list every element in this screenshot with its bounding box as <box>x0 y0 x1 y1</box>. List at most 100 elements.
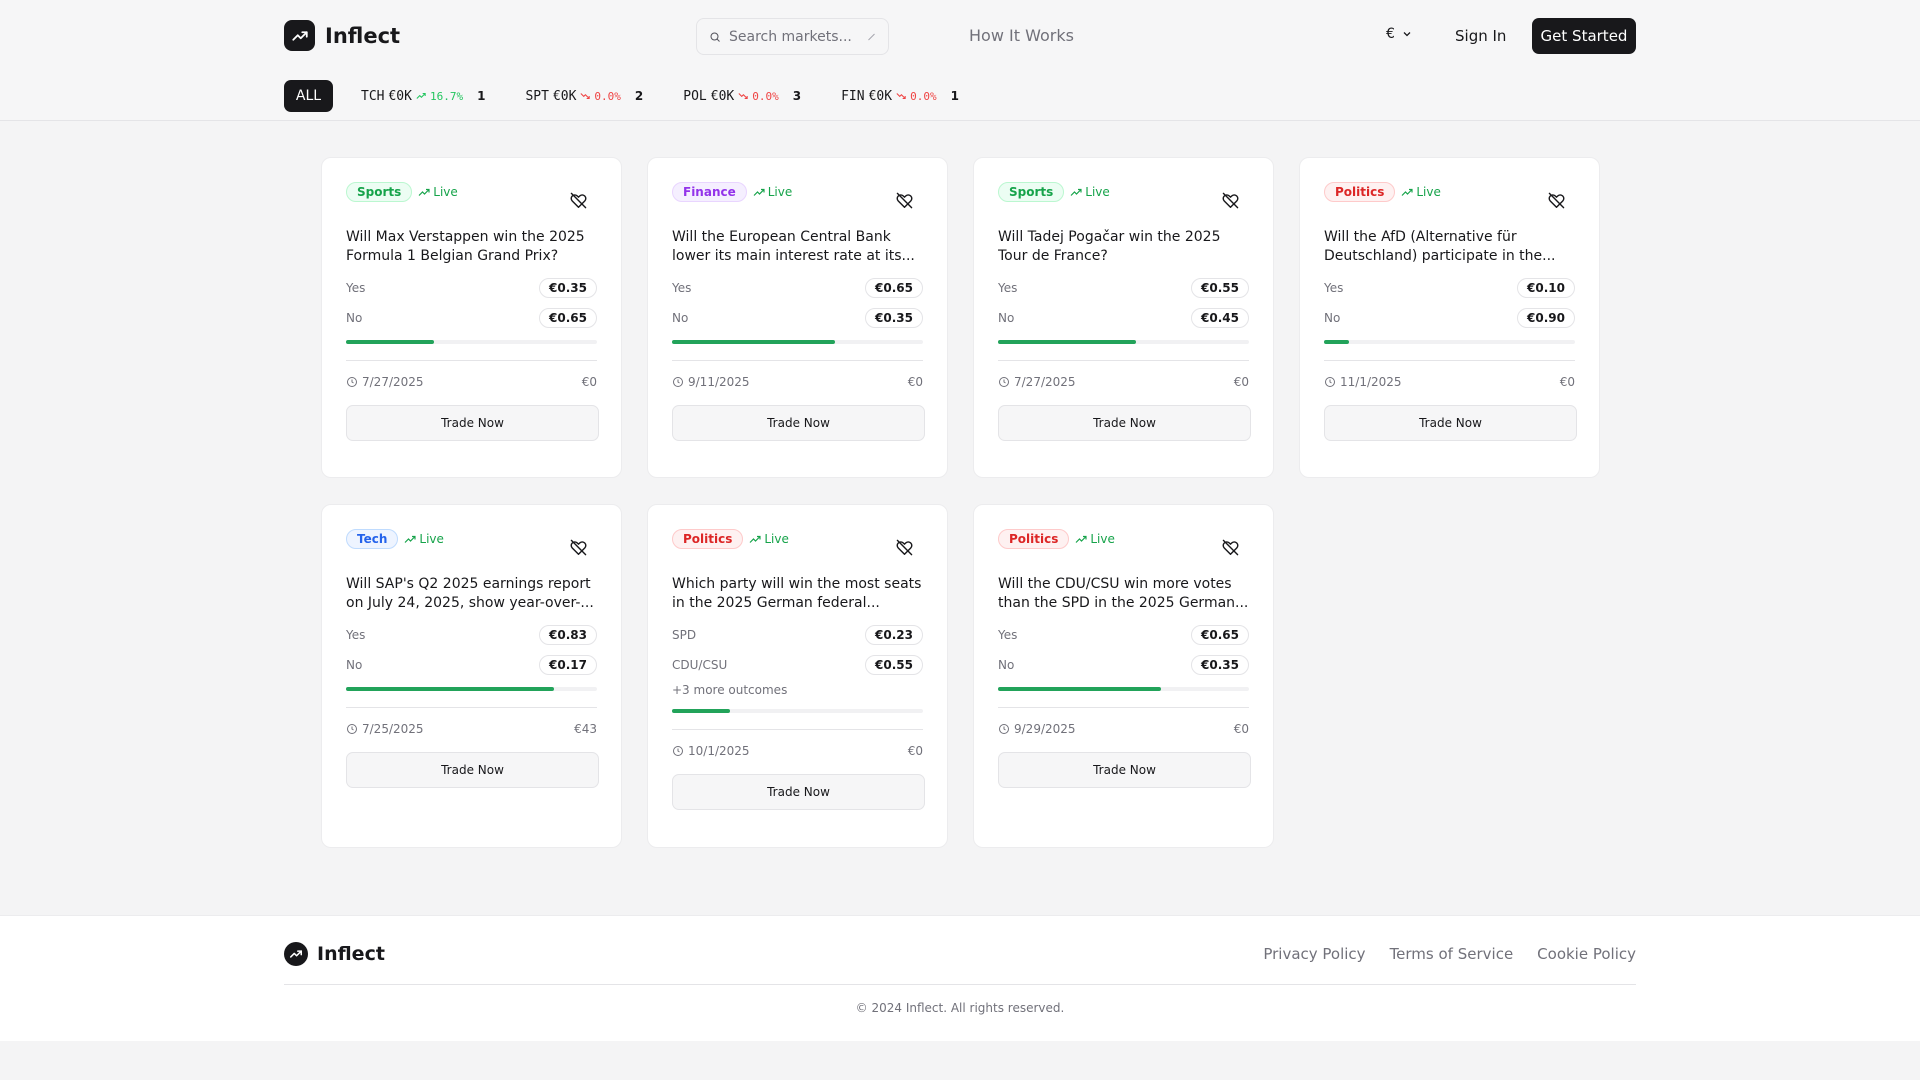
heart-off-icon[interactable] <box>570 192 587 213</box>
heart-off-icon[interactable] <box>896 539 913 560</box>
outcome-row[interactable]: Yes €0.65 <box>672 278 923 298</box>
outcome-row[interactable]: Yes €0.83 <box>346 625 597 645</box>
trade-now-button[interactable]: Trade Now <box>672 405 925 441</box>
ticker-item-pol[interactable]: POL €0K 0.0% 3 <box>683 89 801 104</box>
copyright: © 2024 Inflect. All rights reserved. <box>855 1001 1065 1015</box>
filter-all-chip[interactable]: ALL <box>284 80 333 112</box>
trade-now-button[interactable]: Trade Now <box>346 405 599 441</box>
footer-brand-name: Inflect <box>317 943 385 965</box>
outcome-row[interactable]: Yes €0.55 <box>998 278 1249 298</box>
outcome-price[interactable]: €0.65 <box>865 278 923 298</box>
outcome-row[interactable]: Yes €0.65 <box>998 625 1249 645</box>
outcome-label: No <box>346 658 363 672</box>
market-question[interactable]: Will Tadej Pogačar win the 2025 Tour de F… <box>998 228 1249 266</box>
outcome-row[interactable]: No €0.17 <box>346 655 597 675</box>
outcome-row[interactable]: No €0.90 <box>1324 308 1575 328</box>
brand-logo[interactable]: Inflect <box>284 20 400 51</box>
card-divider <box>1324 360 1575 361</box>
market-card[interactable]: Politics Live Which party will win the mos… <box>647 504 948 848</box>
ticker-item-tch[interactable]: TCH €0K 16.7% 1 <box>361 89 485 104</box>
outcome-row[interactable]: No €0.45 <box>998 308 1249 328</box>
trade-now-button[interactable]: Trade Now <box>998 405 1251 441</box>
question-line: lower its main interest rate at its... <box>672 248 915 264</box>
footer-logo[interactable]: Inflect <box>284 942 385 966</box>
market-question[interactable]: Will SAP's Q2 2025 earnings report on Jul… <box>346 575 597 613</box>
outcome-row[interactable]: No €0.35 <box>998 655 1249 675</box>
outcome-price[interactable]: €0.17 <box>539 655 597 675</box>
heart-off-icon[interactable] <box>570 539 587 560</box>
outcome-price[interactable]: €0.35 <box>865 308 923 328</box>
outcome-price[interactable]: €0.23 <box>865 625 923 645</box>
outcome-row[interactable]: Yes €0.10 <box>1324 278 1575 298</box>
probability-bar-fill <box>998 340 1137 344</box>
card-divider <box>346 707 597 708</box>
ticker-count: 1 <box>477 89 486 103</box>
market-card[interactable]: Sports Live Will Tadej Pogačar win the 202… <box>973 157 1274 478</box>
market-card[interactable]: Finance Live Will the European Central Ban… <box>647 157 948 478</box>
heart-off-icon[interactable] <box>1222 192 1239 213</box>
live-indicator: Live <box>1075 532 1115 546</box>
category-badge: Tech <box>346 529 399 549</box>
heart-off-icon[interactable] <box>1548 192 1565 213</box>
clock-icon <box>347 377 357 387</box>
nav-how-it-works[interactable]: How It Works <box>969 26 1074 45</box>
market-question[interactable]: Which party will win the most seats in th… <box>672 575 923 613</box>
outcome-price[interactable]: €0.55 <box>1191 278 1249 298</box>
privacy-policy-link[interactable]: Privacy Policy <box>1263 945 1366 963</box>
ticker-count: 2 <box>634 89 644 103</box>
terms-of-service-link[interactable]: Terms of Service <box>1389 945 1514 963</box>
outcome-price[interactable]: €0.65 <box>1191 625 1249 645</box>
volume: €0 <box>907 744 923 758</box>
probability-bar <box>998 340 1249 344</box>
clock-icon <box>999 377 1009 387</box>
heart-off-icon[interactable] <box>896 192 913 213</box>
end-date-text: 11/1/2025 <box>1340 375 1402 389</box>
outcome-price[interactable]: €0.35 <box>1191 655 1249 675</box>
ticker-item-spt[interactable]: SPT €0K 0.0% 2 <box>525 89 643 104</box>
outcome-row[interactable]: No €0.65 <box>346 308 597 328</box>
outcome-row[interactable]: Yes €0.35 <box>346 278 597 298</box>
outcome-price[interactable]: €0.10 <box>1517 278 1575 298</box>
search-box[interactable] <box>696 18 889 55</box>
market-question[interactable]: Will the AfD (Alternative für Deutschland… <box>1324 228 1575 266</box>
market-card[interactable]: Tech Live Will SAP's Q2 2025 earnings repo… <box>321 504 622 848</box>
get-started-button[interactable]: Get Started <box>1532 18 1636 54</box>
trade-now-button[interactable]: Trade Now <box>998 752 1251 788</box>
market-question[interactable]: Will the European Central Bank lower its … <box>672 228 923 266</box>
market-question[interactable]: Will the CDU/CSU win more votes than the … <box>998 575 1249 613</box>
market-question[interactable]: Will Max Verstappen win the 2025 Formula … <box>346 228 597 266</box>
outcome-row[interactable]: CDU/CSU €0.55 <box>672 655 923 675</box>
card-divider <box>346 360 597 361</box>
outcome-price[interactable]: €0.55 <box>865 655 923 675</box>
outcome-price[interactable]: €0.35 <box>539 278 597 298</box>
market-ticker: ALL TCH €0K 16.7% 1 SPT €0K 0.0% 2 POL €0K 0.0% 3 FI… <box>284 80 999 112</box>
search-input[interactable] <box>729 28 859 45</box>
end-date-text: 7/27/2025 <box>362 375 424 389</box>
cookie-policy-link[interactable]: Cookie Policy <box>1537 945 1636 963</box>
ticker-change: 0.0% <box>752 89 779 103</box>
outcome-price[interactable]: €0.90 <box>1517 308 1575 328</box>
market-card[interactable]: Politics Live Will the CDU/CSU win more vo… <box>973 504 1274 848</box>
live-indicator: Live <box>749 532 789 546</box>
market-card[interactable]: Sports Live Will Max Verstappen win the 20… <box>321 157 622 478</box>
outcome-label: No <box>998 658 1015 672</box>
ticker-change: 0.0% <box>594 89 621 103</box>
currency-selector[interactable]: € <box>1386 26 1413 42</box>
outcome-row[interactable]: No €0.35 <box>672 308 923 328</box>
outcome-price[interactable]: €0.65 <box>539 308 597 328</box>
outcome-row[interactable]: SPD €0.23 <box>672 625 923 645</box>
more-outcomes-link[interactable]: +3 more outcomes <box>672 683 788 697</box>
sign-in-button[interactable]: Sign In <box>1455 27 1507 45</box>
outcome-price[interactable]: €0.83 <box>539 625 597 645</box>
market-card[interactable]: Politics Live Will the AfD (Alternative fü… <box>1299 157 1600 478</box>
ticker-item-fin[interactable]: FIN €0K 0.0% 1 <box>841 89 959 104</box>
card-divider <box>672 360 923 361</box>
trend-up-icon <box>418 188 430 196</box>
category-badge: Politics <box>998 529 1070 549</box>
outcome-price[interactable]: €0.45 <box>1191 308 1249 328</box>
trade-now-button[interactable]: Trade Now <box>672 774 925 810</box>
trade-now-button[interactable]: Trade Now <box>346 752 599 788</box>
footer: Inflect Privacy Policy Terms of Service … <box>0 915 1920 1041</box>
heart-off-icon[interactable] <box>1222 539 1239 560</box>
trade-now-button[interactable]: Trade Now <box>1324 405 1577 441</box>
